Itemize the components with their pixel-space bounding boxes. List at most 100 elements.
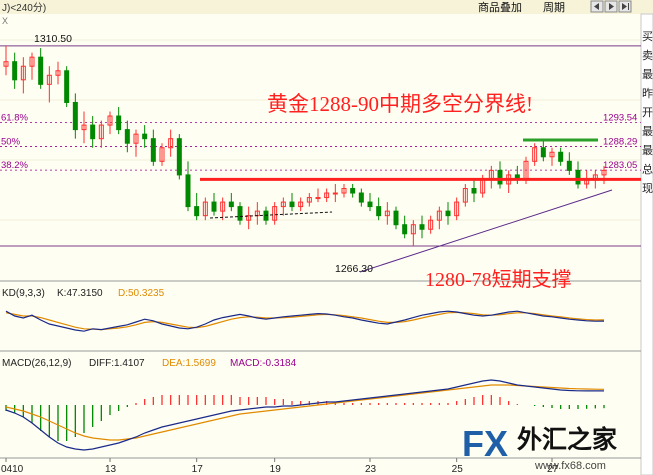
kd-lines <box>5 310 605 332</box>
fib-level-label: 50% <box>1 136 21 147</box>
candle-down <box>358 192 364 203</box>
candle-down <box>228 201 234 208</box>
candle-down <box>445 210 451 217</box>
candle-up <box>436 210 442 221</box>
x-tick-label: 23 <box>365 464 377 475</box>
candle-up <box>46 74 52 85</box>
candle-down <box>142 133 148 140</box>
fib-price-label: 1288.29 <box>603 136 637 147</box>
chart-annotation-title: 黄金1288-90中期多空分界线! <box>267 92 533 116</box>
candle-up <box>246 215 252 221</box>
candle-down <box>497 169 503 185</box>
candle-up <box>306 197 312 203</box>
macd-diff-line <box>5 379 604 451</box>
candle-down <box>540 147 546 158</box>
candle-down <box>64 70 70 103</box>
candle-up <box>107 115 113 126</box>
macd-dea-value: DEA:1.5699 <box>162 358 216 369</box>
fib-level-label: 61.8% <box>1 113 28 124</box>
x-marker: X <box>2 16 8 26</box>
candle-down <box>185 174 191 208</box>
candle-down <box>124 129 130 144</box>
candle-down <box>566 160 572 171</box>
candle-up <box>272 206 278 221</box>
fibonacci-levels: 61.8% 1293.54 50% 1288.29 38.2% 1283.05 <box>0 45 641 247</box>
candle-up <box>532 147 538 162</box>
candle-down <box>90 124 96 140</box>
header-bar <box>0 0 653 14</box>
fib-price-label: 1283.05 <box>603 160 637 171</box>
kd-label: KD(9,3,3) <box>2 288 45 299</box>
brand-name: 外汇之家 <box>517 425 617 454</box>
price-grid <box>0 39 641 221</box>
dashed-connector <box>209 211 333 219</box>
candle-down <box>376 206 382 217</box>
candle-up <box>341 187 347 194</box>
candle-down <box>72 101 78 131</box>
candle-down <box>38 56 44 85</box>
candle-up <box>298 201 304 208</box>
candle-up <box>428 219 434 230</box>
x-axis-ticks: 0410 13 17 19 23 25 27 <box>1 458 559 475</box>
x-tick-label: 27 <box>547 464 559 475</box>
candle-down <box>237 206 243 221</box>
period-button[interactable]: 周期 <box>543 1 565 14</box>
macd-diff-value: DIFF:1.4107 <box>89 358 145 369</box>
side-panel-char: 卖 <box>642 49 653 62</box>
candle-up <box>168 138 174 149</box>
drawn-lines <box>200 138 641 273</box>
kd-k-value: K:47.3150 <box>57 288 103 299</box>
rising-trendline <box>359 189 613 273</box>
candle-up <box>332 192 338 195</box>
candle-up <box>280 201 286 208</box>
macd-hist-value: MACD:-0.3184 <box>230 358 297 369</box>
brand-url: www.fx68.com <box>534 460 606 472</box>
support-annotation: 1280-78短期支撑 <box>425 268 572 291</box>
nav-end-icon[interactable] <box>618 0 632 13</box>
macd-dea-line <box>5 384 605 441</box>
candle-down <box>289 201 295 208</box>
candle-down <box>367 201 373 208</box>
candle-down <box>419 224 425 230</box>
side-panel-char: 最 <box>642 68 653 81</box>
candle-down <box>471 187 477 194</box>
x-tick-label: 0410 <box>1 464 24 475</box>
nav-right-icon[interactable] <box>604 0 618 13</box>
candle-down <box>402 224 408 235</box>
candle-down <box>12 61 18 81</box>
candle-down <box>393 210 399 226</box>
side-panel-char: 昨 <box>642 87 653 100</box>
side-panel-char: 最 <box>642 125 653 138</box>
candle-down <box>176 138 182 176</box>
candle-up <box>202 201 208 217</box>
candle-down <box>575 169 581 185</box>
side-panel-char: 开 <box>642 107 653 119</box>
candle-down <box>194 206 200 217</box>
side-panel-char: 买 <box>642 30 653 43</box>
x-tick-label: 17 <box>192 464 204 475</box>
high-price-label: 1310.50 <box>34 33 72 45</box>
x-tick-label: 13 <box>105 464 117 475</box>
x-tick-label: 25 <box>452 464 464 475</box>
candle-up <box>410 224 416 235</box>
candle-up <box>324 192 330 199</box>
candle-down <box>150 138 156 162</box>
nav-left-icon[interactable] <box>590 0 604 13</box>
candle-up <box>133 133 139 144</box>
candle-up <box>3 61 9 67</box>
fib-level-label: 38.2% <box>1 160 28 171</box>
candle-up <box>29 56 35 67</box>
candles <box>3 45 607 246</box>
candle-down <box>558 151 564 162</box>
candle-up <box>454 201 460 217</box>
period-label: J)<240分) <box>2 2 46 14</box>
side-panel-char: 总 <box>642 162 653 176</box>
macd-label: MACD(26,12,9) <box>2 358 71 369</box>
candle-up <box>462 187 468 203</box>
overlay-button[interactable]: 商品叠加 <box>478 0 522 14</box>
candle-up <box>20 65 26 81</box>
candle-up <box>98 124 104 140</box>
candle-up <box>81 124 87 131</box>
